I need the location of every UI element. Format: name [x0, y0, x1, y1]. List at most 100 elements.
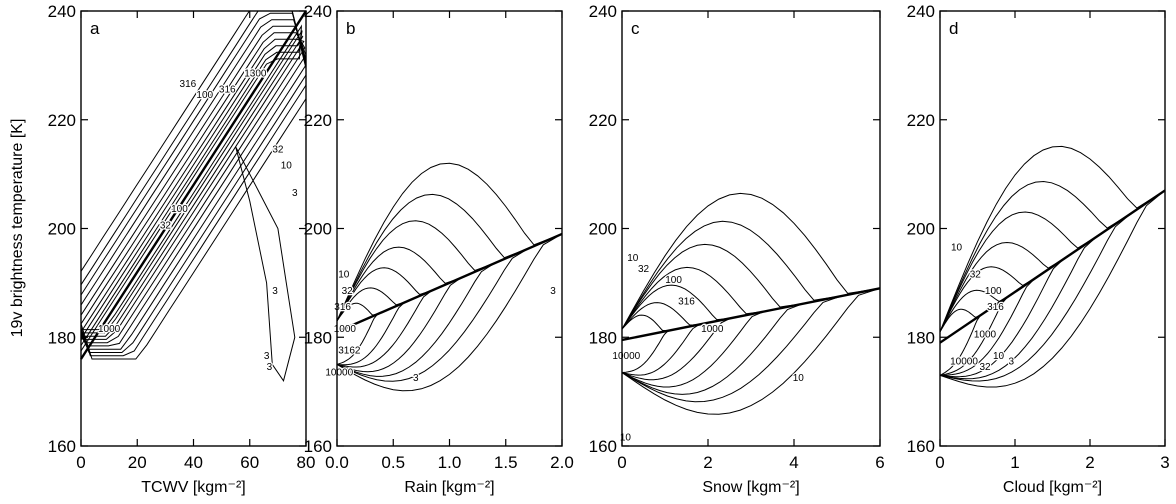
contour-label: 1000: [701, 324, 724, 335]
y-tick-label: 200: [907, 220, 935, 239]
contour-label: 316: [334, 302, 351, 313]
contour-ring: [81, 19, 306, 350]
contour-ring: [81, 11, 306, 360]
contour-label: 10: [951, 242, 963, 253]
x-tick-label: 1.5: [494, 453, 518, 472]
x-tick-label: 0: [935, 453, 944, 472]
panel-letter: c: [631, 19, 640, 38]
x-tick-label: 40: [184, 453, 203, 472]
contour-label: 10: [338, 269, 350, 280]
contour-label: 1000: [334, 324, 357, 335]
contour-label: 10000: [612, 351, 640, 362]
contour-ring: [81, 38, 305, 340]
panel-letter: a: [90, 19, 100, 38]
contour-label: 10: [281, 161, 293, 172]
contour-ring: [622, 314, 670, 374]
contour-label: 3: [550, 286, 556, 297]
x-tick-label: 20: [128, 453, 147, 472]
y-tick-label: 160: [589, 437, 617, 456]
contour-ring: [622, 266, 765, 388]
y-tick-label: 240: [589, 2, 617, 21]
contour-ring: [622, 220, 842, 403]
contour-label: 32: [979, 362, 991, 373]
contour-label: 10: [993, 351, 1005, 362]
contour-ring: [940, 211, 1098, 380]
y-tick-label: 220: [907, 111, 935, 130]
contour-label: 100: [171, 204, 188, 215]
contour-label: 3162: [338, 346, 361, 357]
contour-label: 316: [219, 85, 236, 96]
contour-label: 100: [196, 90, 213, 101]
fit-line: [939, 189, 1166, 344]
x-tick-label: 0: [617, 453, 626, 472]
y-tick-label: 180: [907, 328, 935, 347]
contour-label: 10: [793, 373, 805, 384]
contour-label: 3: [1008, 356, 1014, 367]
contour-label: 316: [987, 302, 1004, 313]
contour-ring: [81, 11, 306, 357]
contour-label: 100: [665, 275, 682, 286]
contour-label: 3: [267, 362, 273, 373]
x-tick-label: 2: [703, 453, 712, 472]
fit-line: [336, 232, 563, 333]
y-tick-label: 180: [589, 328, 617, 347]
fit-line: [621, 287, 881, 342]
y-tick-label: 160: [907, 437, 935, 456]
contour-ring: [81, 35, 304, 341]
contour-label: 100: [985, 286, 1002, 297]
y-tick-label: 240: [48, 2, 76, 21]
y-tick-label: 220: [48, 111, 76, 130]
contour-label: 1000: [244, 68, 267, 79]
x-tick-label: 2: [1085, 453, 1094, 472]
x-tick-label: 80: [297, 453, 316, 472]
contour-label: 1000: [98, 324, 121, 335]
contour-ring: [337, 162, 562, 392]
x-axis-title: Snow [kgm⁻²]: [702, 479, 799, 496]
x-tick-label: 4: [789, 453, 798, 472]
contour-label: 3: [413, 373, 419, 384]
contour-ring: [81, 24, 303, 352]
x-tick-label: 1.0: [438, 453, 462, 472]
contour-label: 3: [272, 286, 278, 297]
y-tick-label: 220: [304, 111, 332, 130]
contour-label: 3: [292, 188, 298, 199]
x-tick-label: 2.0: [550, 453, 574, 472]
contour-label: 10: [627, 253, 639, 264]
y-axis-title: 19v brightness temperature [K]: [9, 119, 26, 338]
y-tick-label: 200: [589, 220, 617, 239]
y-tick-label: 160: [304, 437, 332, 456]
y-tick-label: 160: [48, 437, 76, 456]
contour-label: 32: [342, 286, 354, 297]
contour-lines: [337, 162, 562, 392]
x-tick-label: 3: [1160, 453, 1169, 472]
y-tick-label: 240: [304, 2, 332, 21]
contour-ring: [81, 12, 306, 353]
x-axis-title: Cloud [kgm⁻²]: [1003, 479, 1102, 496]
contour-lines: [81, 11, 306, 382]
contour-label: 316: [678, 297, 695, 308]
x-tick-label: 0: [76, 453, 85, 472]
x-axis-title: TCWV [kgm⁻²]: [141, 479, 245, 496]
y-tick-label: 180: [48, 328, 76, 347]
y-tick-label: 200: [48, 220, 76, 239]
contour-label: 32: [970, 269, 982, 280]
contour-label: 316: [180, 79, 197, 90]
contour-label: 32: [638, 264, 650, 275]
x-tick-label: 1: [1010, 453, 1019, 472]
contour-ring: [81, 30, 303, 347]
panel-letter: d: [949, 19, 958, 38]
contour-lines: [622, 192, 880, 415]
x-tick-label: 0.5: [381, 453, 405, 472]
contour-label: 32: [160, 221, 172, 232]
panel-b: 10 32 316 1000 3162 10000 3 3 160 180 200 220 240 0.0…: [304, 2, 574, 496]
y-tick-label: 200: [304, 220, 332, 239]
contour-label: 32: [272, 144, 284, 155]
contour-ring: [81, 25, 306, 347]
plot-frame: [336, 10, 563, 447]
contour-label: 1000: [974, 329, 997, 340]
contour-label: 10000: [325, 367, 353, 378]
